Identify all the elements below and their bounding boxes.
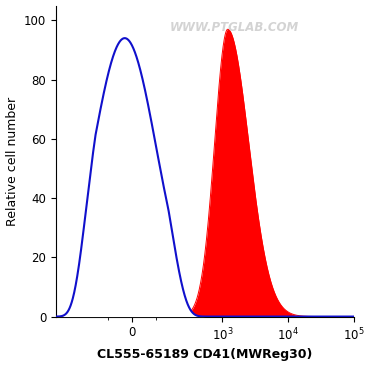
Text: WWW.PTGLAB.COM: WWW.PTGLAB.COM [170,21,299,34]
Y-axis label: Relative cell number: Relative cell number [6,97,18,226]
X-axis label: CL555-65189 CD41(MWReg30): CL555-65189 CD41(MWReg30) [97,348,313,361]
